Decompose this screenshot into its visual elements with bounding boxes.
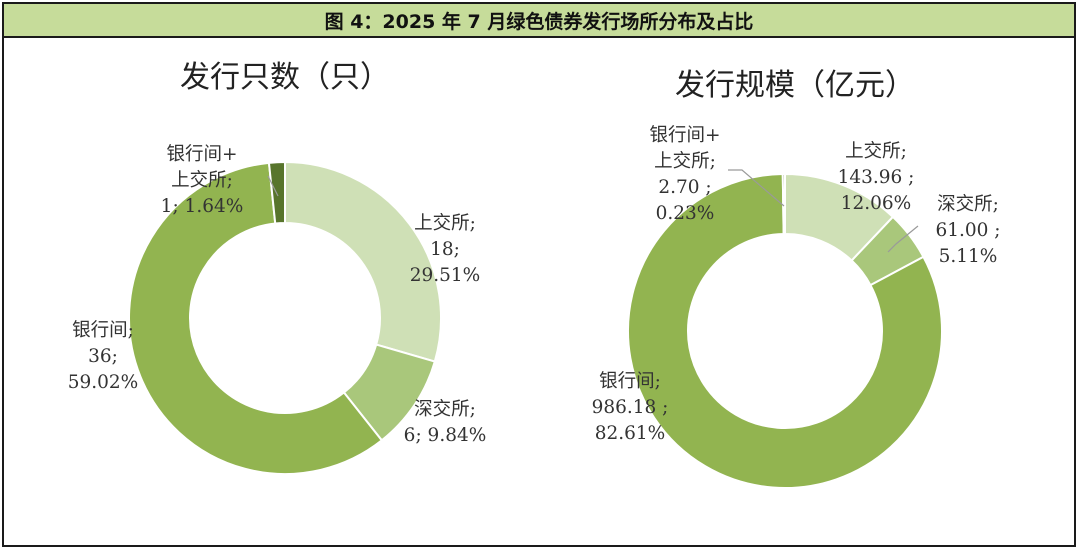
data-label-银行间: 银行间; 986.18 ; 82.61% [592, 371, 669, 444]
donut-slice-上交所 [284, 160, 442, 363]
data-label-上交所: 上交所; 18; 29.51% [410, 213, 481, 286]
donut-chart-count: 发行只数（只） 上交所; 18; 29.51% 深交所; 6; 9.84% 银行间; 36; 5… [68, 60, 487, 475]
leader-line [267, 175, 279, 197]
chart-title: 发行规模（亿元） [675, 68, 915, 103]
donut-slice-银行间+上交所 [781, 172, 786, 236]
donut-slice-银行间 [128, 161, 384, 475]
leader-line [728, 169, 785, 207]
data-label-深交所: 深交所; 6; 9.84% [404, 399, 487, 446]
data-label-银行间: 银行间; 36; 59.02% [68, 320, 139, 393]
chart-title: 发行只数（只） [180, 60, 390, 95]
data-label-上交所: 上交所; 143.96 ; 12.06% [838, 141, 915, 214]
donut-chart-scale: 发行规模（亿元） 上交所; 143.96 ; 12.06% 深交所; 61.00 ; 5.1… [592, 68, 1001, 489]
leader-line [887, 225, 919, 253]
data-label-深交所: 深交所; 61.00 ; 5.11% [935, 194, 1000, 267]
figure-title: 图 4：2025 年 7 月绿色债券发行场所分布及占比 [4, 4, 1074, 38]
donut-slice-银行间 [627, 172, 943, 489]
data-label-银行间+上交所: 银行间+上交所; 1; 1.64% [161, 144, 244, 217]
data-label-银行间+上交所: 银行间+上交所; 2.70 ; 0.23% [649, 125, 720, 224]
